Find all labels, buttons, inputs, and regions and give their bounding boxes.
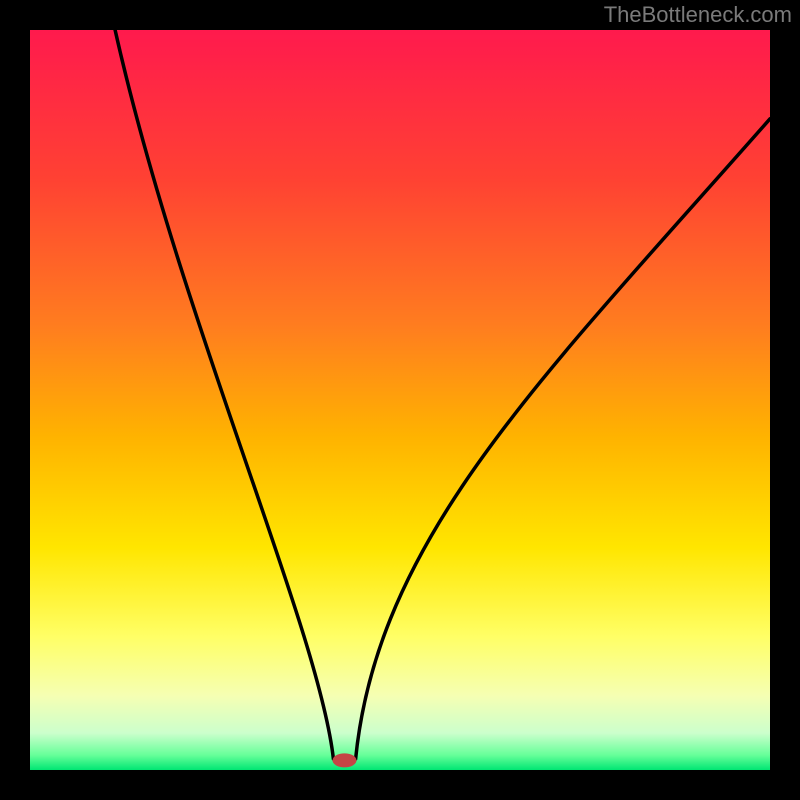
- bottleneck-chart: [0, 0, 800, 800]
- watermark-text: TheBottleneck.com: [604, 2, 792, 28]
- chart-container: TheBottleneck.com: [0, 0, 800, 800]
